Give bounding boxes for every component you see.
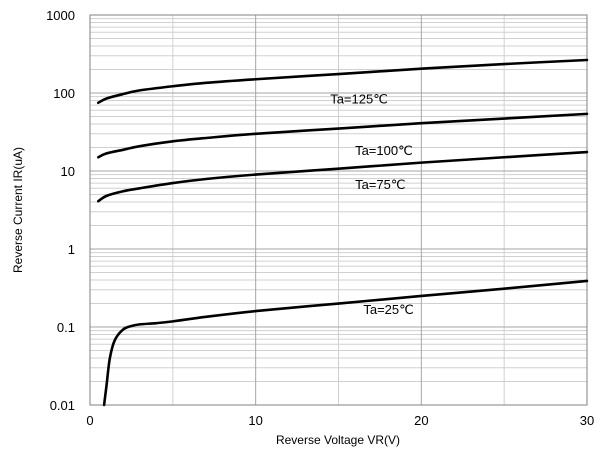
curve-label-series-2: Ta=75℃ [355, 177, 405, 192]
x-tick-label: 20 [414, 413, 428, 428]
x-tick-label: 10 [248, 413, 262, 428]
grid-lines [89, 14, 588, 406]
curve-series-1 [96, 112, 589, 159]
curve-labels: Ta=125℃ Ta=100℃ Ta=75℃ Ta=25℃ [330, 92, 414, 318]
curve-series-3 [102, 279, 589, 407]
y-tick-label: 1 [68, 242, 75, 257]
x-axis-label: Reverse Voltage VR(V) [276, 433, 400, 447]
y-axis-label: Reverse Current IR(uA) [11, 147, 25, 273]
curve-label-series-3: Ta=25℃ [363, 302, 413, 317]
plot-frame [89, 14, 588, 406]
y-tick-label: 10 [61, 164, 75, 179]
x-tick-labels: 0 10 20 30 [86, 413, 594, 428]
x-tick-label: 30 [580, 413, 594, 428]
y-tick-label: 100 [53, 86, 75, 101]
x-tick-label: 0 [86, 413, 93, 428]
y-tick-label: 0.01 [50, 398, 75, 413]
curve-label-series-0: Ta=125℃ [330, 92, 388, 107]
curves [96, 58, 589, 407]
y-tick-label: 1000 [46, 8, 75, 23]
curve-series-0 [96, 58, 589, 105]
y-tick-labels: 0.01 0.1 1 10 100 1000 [46, 8, 75, 413]
y-tick-label: 0.1 [57, 320, 75, 335]
curve-series-2 [96, 150, 589, 203]
curve-label-series-1: Ta=100℃ [355, 143, 413, 158]
